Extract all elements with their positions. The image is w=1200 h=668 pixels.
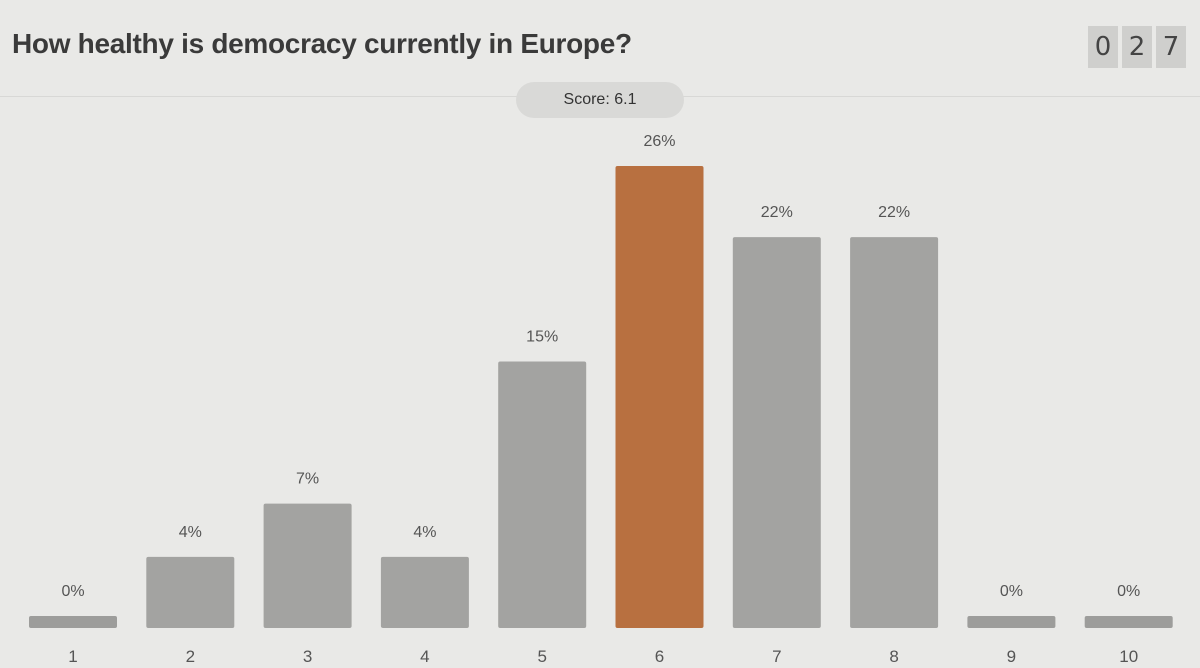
- bar-value-label: 7%: [296, 471, 319, 488]
- x-tick-label: 10: [1119, 647, 1138, 666]
- bar-8: [850, 237, 939, 629]
- x-tick-label: 6: [655, 647, 664, 666]
- counter-digit: 2: [1122, 26, 1152, 68]
- bar-value-label: 22%: [878, 204, 910, 221]
- bar-2: [146, 556, 235, 628]
- bar-9: [967, 616, 1056, 628]
- bar-4: [380, 556, 469, 628]
- x-tick-label: 5: [537, 647, 546, 666]
- bar-value-label: 4%: [413, 524, 436, 541]
- bar-value-label: 15%: [526, 328, 558, 345]
- bar-3: [263, 503, 352, 628]
- bar-value-label: 26%: [643, 133, 675, 150]
- bar-10: [1084, 616, 1173, 628]
- bar-1: [29, 616, 117, 628]
- x-tick-label: 2: [186, 647, 195, 666]
- x-tick-label: 4: [420, 647, 429, 666]
- response-counter: 0 2 7: [1088, 26, 1186, 68]
- x-tick-label: 1: [68, 647, 77, 666]
- bar-6: [615, 166, 704, 628]
- x-tick-label: 9: [1007, 647, 1016, 666]
- bar-value-label: 0%: [1000, 583, 1023, 600]
- bar-value-label: 0%: [61, 583, 84, 600]
- bar-value-label: 22%: [761, 204, 793, 221]
- counter-digit: 7: [1156, 26, 1186, 68]
- score-badge: Score: 6.1: [516, 82, 684, 118]
- bar-7: [732, 237, 821, 629]
- bar-value-label: 4%: [179, 524, 202, 541]
- counter-digit: 0: [1088, 26, 1118, 68]
- question-title: How healthy is democracy currently in Eu…: [12, 28, 632, 59]
- x-tick-label: 3: [303, 647, 312, 666]
- x-tick-label: 7: [772, 647, 781, 666]
- bar-5: [498, 361, 587, 628]
- bar-value-label: 0%: [1117, 583, 1140, 600]
- x-tick-label: 8: [889, 647, 898, 666]
